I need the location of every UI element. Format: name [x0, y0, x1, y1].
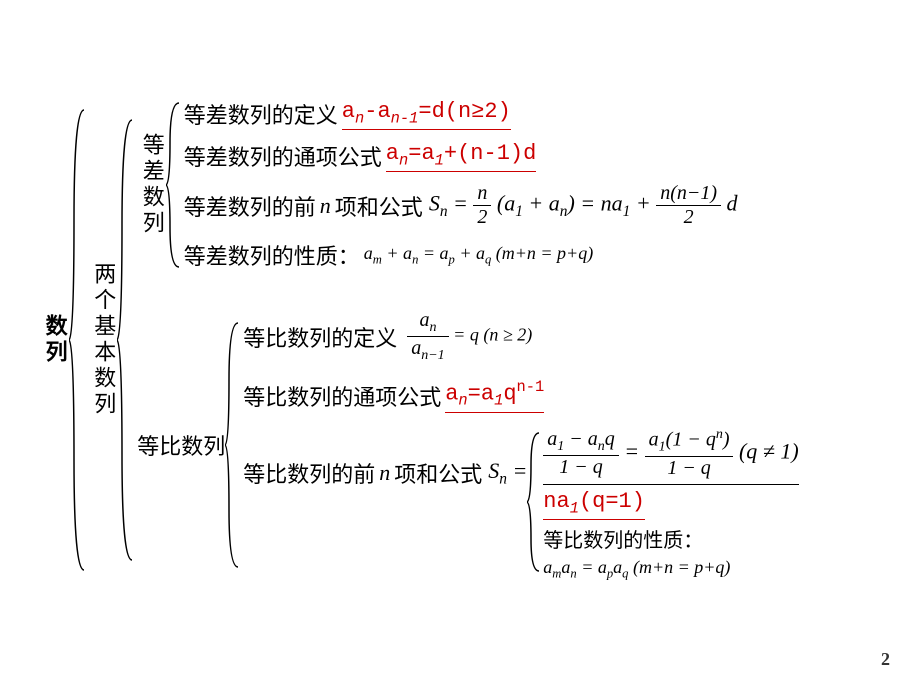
geo-sum-case2: na1(q=1): [543, 489, 645, 520]
geo-general-line: 等比数列的通项公式 an=a1qn-1: [243, 378, 799, 413]
geo-general-formula: an=a1qn-1: [445, 378, 544, 413]
page-number: 2: [881, 649, 890, 670]
geo-sum-line: 等比数列的前 n 项和公式 Sn = a1 − anq1 − q =: [243, 427, 799, 582]
arith-prop-formula: am + an = ap + aq (m+n = p+q): [364, 243, 593, 268]
root-label: 数列: [40, 314, 69, 366]
arith-sum-line: 等差数列的前 n 项和公式 Sn = n2 (a1 + an) = na1 + …: [184, 182, 738, 229]
arith-def-line: 等差数列的定义 an-an-1=d(n≥2): [184, 98, 738, 130]
arith-label: 等差数列: [137, 133, 166, 237]
arith-sum-formula: Sn = n2 (a1 + an) = na1 + n(n−1)2 d: [429, 182, 738, 229]
geo-def-label: 等比数列的定义: [243, 321, 397, 353]
geo-prop-label: 等比数列的性质：: [543, 524, 798, 553]
geo-label: 等比数列: [137, 429, 225, 461]
brace-geo: [225, 315, 243, 575]
brace-2: [117, 110, 137, 570]
arith-def-formula: an-an-1=d(n≥2): [342, 99, 511, 130]
branch-label: 两个基本数列: [89, 262, 118, 418]
arith-prop-line: 等差数列的性质： am + an = ap + aq (m+n = p+q): [184, 239, 738, 271]
brace-geo-sum: [527, 427, 543, 577]
slide-content: 数列 两个基本数列 等差数列 等差数列的定义 an-an-1=d(n≥2): [40, 80, 890, 600]
geo-sum-label: 等比数列的前: [243, 457, 375, 489]
geo-sum-label2: 项和公式: [394, 457, 482, 489]
arith-sum-label2: 项和公式: [335, 190, 423, 222]
arith-prop-label: 等差数列的性质：: [184, 239, 360, 271]
geo-def-formula: anan−1 = q (n ≥ 2): [407, 309, 532, 364]
arith-def-label: 等差数列的定义: [184, 98, 338, 130]
arith-sum-label: 等差数列的前: [184, 190, 316, 222]
geo-sum-case2-wrap: na1(q=1): [543, 489, 798, 520]
geo-prop-formula: aman = apaq (m+n = p+q): [543, 557, 798, 582]
arith-general-line: 等差数列的通项公式 an=a1+(n-1)d: [184, 140, 738, 172]
brace-arith: [166, 95, 184, 275]
geo-sum-case1: a1 − anq1 − q = a1(1 − qn)1 − q (q ≠ 1): [543, 427, 798, 485]
geo-def-line: 等比数列的定义 anan−1 = q (n ≥ 2): [243, 309, 799, 364]
brace-1: [69, 100, 89, 580]
geo-general-label: 等比数列的通项公式: [243, 380, 441, 412]
arith-general-formula: an=a1+(n-1)d: [386, 141, 537, 172]
arith-general-label: 等差数列的通项公式: [184, 140, 382, 172]
